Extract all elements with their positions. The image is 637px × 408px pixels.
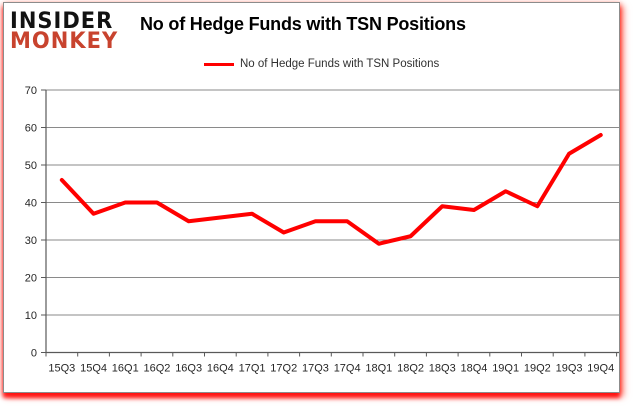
- chart-title: No of Hedge Funds with TSN Positions: [140, 14, 466, 34]
- svg-text:20: 20: [25, 273, 37, 285]
- insider-monkey-logo: INSIDER MONKEY: [10, 7, 119, 53]
- svg-text:17Q2: 17Q2: [270, 363, 297, 375]
- svg-text:17Q1: 17Q1: [239, 363, 266, 375]
- legend-label: No of Hedge Funds with TSN Positions: [240, 58, 440, 70]
- svg-text:15Q4: 15Q4: [80, 363, 107, 375]
- logo-text-monkey: MONKEY: [10, 27, 119, 53]
- svg-text:10: 10: [25, 310, 37, 322]
- svg-text:18Q4: 18Q4: [460, 363, 487, 375]
- legend: No of Hedge Funds with TSN Positions: [204, 58, 439, 70]
- svg-text:18Q1: 18Q1: [365, 363, 392, 375]
- svg-text:18Q2: 18Q2: [397, 363, 424, 375]
- chart-panel: INSIDER MONKEY No of Hedge Funds with TS…: [3, 2, 620, 393]
- svg-text:60: 60: [25, 123, 37, 135]
- svg-text:15Q3: 15Q3: [48, 363, 75, 375]
- svg-text:16Q4: 16Q4: [207, 363, 234, 375]
- svg-text:17Q3: 17Q3: [302, 363, 329, 375]
- svg-text:40: 40: [25, 198, 37, 210]
- svg-text:70: 70: [25, 85, 37, 97]
- svg-text:19Q3: 19Q3: [556, 363, 583, 375]
- svg-text:17Q4: 17Q4: [334, 363, 361, 375]
- logo-text-insider: INSIDER: [10, 7, 114, 34]
- svg-text:19Q4: 19Q4: [587, 363, 614, 375]
- svg-text:0: 0: [31, 348, 37, 360]
- svg-text:19Q1: 19Q1: [492, 363, 519, 375]
- svg-text:16Q2: 16Q2: [143, 363, 170, 375]
- legend-line-swatch: [204, 62, 234, 66]
- svg-text:16Q3: 16Q3: [175, 363, 202, 375]
- svg-text:18Q3: 18Q3: [429, 363, 456, 375]
- svg-text:16Q1: 16Q1: [112, 363, 139, 375]
- svg-text:19Q2: 19Q2: [524, 363, 551, 375]
- line-chart: 0 10 20 30 40 50 60 70 15Q3 15Q4 16Q1 16Q2 16Q3 16Q4 1…: [25, 85, 619, 375]
- svg-text:30: 30: [25, 235, 37, 247]
- svg-text:50: 50: [25, 160, 37, 172]
